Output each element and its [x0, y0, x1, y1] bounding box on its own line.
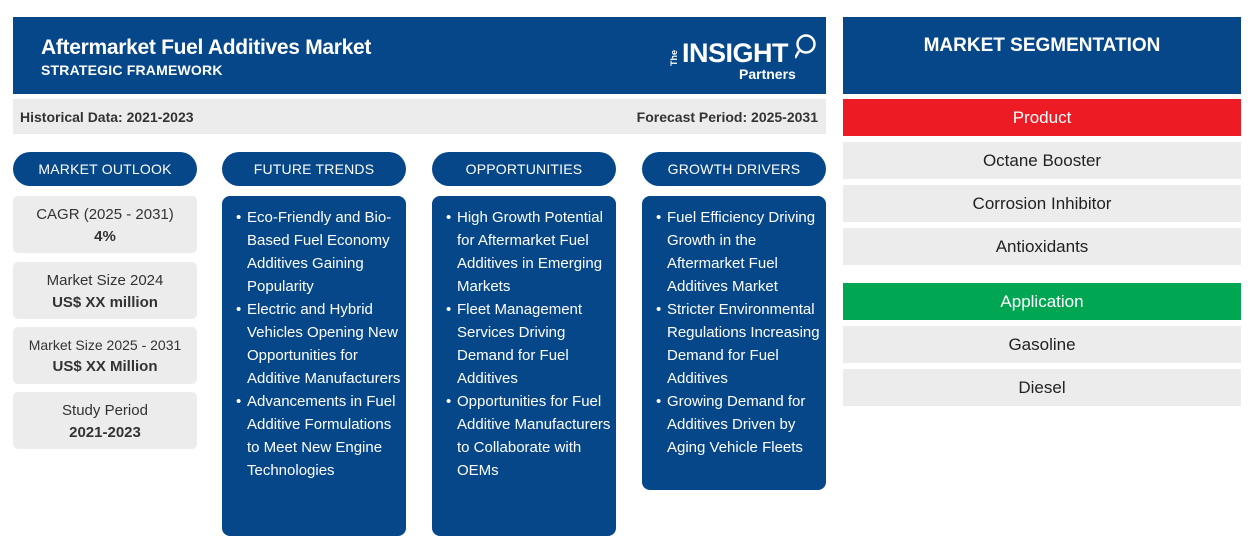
forecast-period-label: Forecast Period: 2025-2031: [636, 109, 818, 125]
outlook-value: 4%: [94, 228, 116, 245]
list-item: Growing Demand for Additives Driven by A…: [652, 390, 822, 459]
growth-drivers-panel: Fuel Efficiency Driving Growth in the Af…: [642, 196, 826, 490]
outlook-card-market-size-forecast: Market Size 2025 - 2031 US$ XX Million: [13, 327, 197, 384]
opportunities-header: OPPORTUNITIES: [432, 152, 616, 186]
period-info-bar: Historical Data: 2021-2023 Forecast Peri…: [13, 99, 826, 134]
outlook-value: US$ XX million: [52, 294, 158, 311]
outlook-card-cagr: CAGR (2025 - 2031) 4%: [13, 196, 197, 253]
list-item: High Growth Potential for Aftermarket Fu…: [442, 206, 612, 298]
outlook-value: US$ XX Million: [52, 358, 158, 375]
segment-item: Gasoline: [843, 326, 1241, 363]
outlook-value: 2021-2023: [69, 424, 141, 441]
outlook-label: CAGR (2025 - 2031): [36, 206, 174, 223]
future-trends-header: FUTURE TRENDS: [222, 152, 406, 186]
report-subtitle: STRATEGIC FRAMEWORK: [41, 62, 223, 78]
segment-item: Diesel: [843, 369, 1241, 406]
historical-data-label: Historical Data: 2021-2023: [20, 109, 194, 125]
list-item: Fleet Management Services Driving Demand…: [442, 298, 612, 390]
list-item: Electric and Hybrid Vehicles Opening New…: [232, 298, 402, 390]
list-item: Opportunities for Fuel Additive Manufact…: [442, 390, 612, 482]
segment-category-application: Application: [843, 283, 1241, 320]
segment-item: Octane Booster: [843, 142, 1241, 179]
growth-drivers-list: Fuel Efficiency Driving Growth in the Af…: [642, 196, 826, 459]
market-segmentation-title: MARKET SEGMENTATION: [843, 17, 1241, 94]
logo-partners-text: Partners: [739, 66, 796, 82]
list-item: Advancements in Fuel Additive Formulatio…: [232, 390, 402, 482]
market-outlook-header: MARKET OUTLOOK: [13, 152, 197, 186]
outlook-label: Market Size 2024: [46, 272, 164, 289]
outlook-label: Study Period: [62, 402, 148, 419]
growth-drivers-header: GROWTH DRIVERS: [642, 152, 826, 186]
list-item: Eco-Friendly and Bio-Based Fuel Economy …: [232, 206, 402, 298]
outlook-card-study-period: Study Period 2021-2023: [13, 392, 197, 449]
lightbulb-icon: [795, 34, 816, 59]
future-trends-list: Eco-Friendly and Bio-Based Fuel Economy …: [222, 196, 406, 482]
segment-item: Antioxidants: [843, 228, 1241, 265]
report-header: Aftermarket Fuel Additives Market STRATE…: [13, 17, 826, 94]
logo-the-text: The: [669, 49, 679, 66]
outlook-label: Market Size 2025 - 2031: [28, 337, 182, 353]
future-trends-panel: Eco-Friendly and Bio-Based Fuel Economy …: [222, 196, 406, 536]
segment-item: Corrosion Inhibitor: [843, 185, 1241, 222]
outlook-card-market-size-2024: Market Size 2024 US$ XX million: [13, 262, 197, 319]
opportunities-panel: High Growth Potential for Aftermarket Fu…: [432, 196, 616, 536]
list-item: Fuel Efficiency Driving Growth in the Af…: [652, 206, 822, 298]
logo-insight-text: INSIGHT: [682, 38, 789, 68]
insight-partners-logo: The INSIGHT Partners: [665, 34, 816, 86]
report-title: Aftermarket Fuel Additives Market: [41, 36, 372, 59]
opportunities-list: High Growth Potential for Aftermarket Fu…: [432, 196, 616, 482]
segment-category-product: Product: [843, 99, 1241, 136]
list-item: Stricter Environmental Regulations Incre…: [652, 298, 822, 390]
